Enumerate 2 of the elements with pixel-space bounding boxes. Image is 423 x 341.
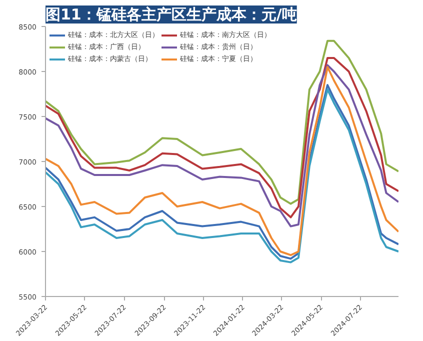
- chart-title: 图11：锰硅各主产区生产成本：元/吨: [46, 6, 297, 24]
- line-series: [46, 40, 398, 205]
